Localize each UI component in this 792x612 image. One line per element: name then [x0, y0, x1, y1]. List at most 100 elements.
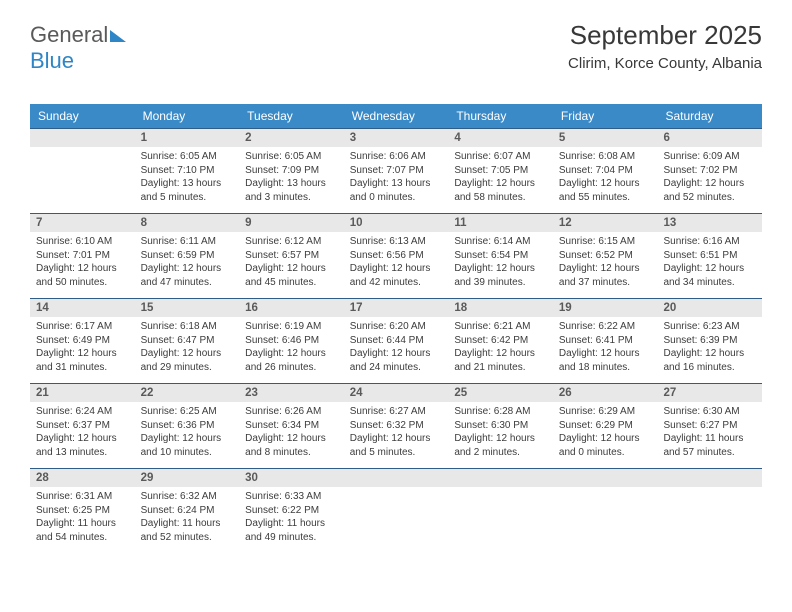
day-number — [30, 129, 135, 147]
day-line: Sunset: 6:49 PM — [36, 335, 129, 348]
day-cell: Sunrise: 6:19 AMSunset: 6:46 PMDaylight:… — [239, 317, 344, 383]
day-line: Sunset: 6:30 PM — [454, 420, 547, 433]
day-line: Sunrise: 6:33 AM — [245, 491, 338, 504]
day-line: Sunrise: 6:28 AM — [454, 406, 547, 419]
day-cell: Sunrise: 6:25 AMSunset: 6:36 PMDaylight:… — [135, 402, 240, 468]
day-number: 6 — [657, 129, 762, 147]
day-number: 7 — [30, 214, 135, 232]
day-number: 12 — [553, 214, 658, 232]
day-line: Sunrise: 6:22 AM — [559, 321, 652, 334]
day-number: 24 — [344, 384, 449, 402]
day-line: Sunset: 7:10 PM — [141, 165, 234, 178]
day-number: 8 — [135, 214, 240, 232]
day-line: Daylight: 12 hours — [245, 348, 338, 361]
day-line: Daylight: 11 hours — [141, 518, 234, 531]
day-line: and 16 minutes. — [663, 362, 756, 375]
day-number: 20 — [657, 299, 762, 317]
day-number: 11 — [448, 214, 553, 232]
day-line: Daylight: 12 hours — [559, 263, 652, 276]
day-line: and 57 minutes. — [663, 447, 756, 460]
day-line: Sunrise: 6:05 AM — [245, 151, 338, 164]
day-line: Sunrise: 6:16 AM — [663, 236, 756, 249]
day-cell: Sunrise: 6:09 AMSunset: 7:02 PMDaylight:… — [657, 147, 762, 213]
day-line: and 50 minutes. — [36, 277, 129, 290]
day-cell: Sunrise: 6:29 AMSunset: 6:29 PMDaylight:… — [553, 402, 658, 468]
day-line: Sunrise: 6:18 AM — [141, 321, 234, 334]
day-line: Sunrise: 6:26 AM — [245, 406, 338, 419]
day-line: Daylight: 12 hours — [454, 348, 547, 361]
day-line: Sunset: 7:01 PM — [36, 250, 129, 263]
day-line: Sunset: 6:54 PM — [454, 250, 547, 263]
day-line: and 58 minutes. — [454, 192, 547, 205]
day-cell — [30, 147, 135, 213]
day-line: Sunset: 6:22 PM — [245, 505, 338, 518]
day-line: and 52 minutes. — [141, 532, 234, 545]
day-header: Saturday — [657, 104, 762, 128]
day-number: 21 — [30, 384, 135, 402]
day-line: Sunrise: 6:09 AM — [663, 151, 756, 164]
day-number: 25 — [448, 384, 553, 402]
day-cell: Sunrise: 6:08 AMSunset: 7:04 PMDaylight:… — [553, 147, 658, 213]
day-number: 1 — [135, 129, 240, 147]
day-line: Sunrise: 6:15 AM — [559, 236, 652, 249]
day-line: and 0 minutes. — [559, 447, 652, 460]
day-cell: Sunrise: 6:21 AMSunset: 6:42 PMDaylight:… — [448, 317, 553, 383]
day-line: Daylight: 12 hours — [454, 178, 547, 191]
day-line: Daylight: 12 hours — [141, 263, 234, 276]
day-line: Sunset: 6:42 PM — [454, 335, 547, 348]
day-line: Sunrise: 6:08 AM — [559, 151, 652, 164]
day-cell: Sunrise: 6:24 AMSunset: 6:37 PMDaylight:… — [30, 402, 135, 468]
day-cell: Sunrise: 6:22 AMSunset: 6:41 PMDaylight:… — [553, 317, 658, 383]
day-line: Daylight: 12 hours — [663, 263, 756, 276]
day-cell: Sunrise: 6:05 AMSunset: 7:09 PMDaylight:… — [239, 147, 344, 213]
day-line: Sunrise: 6:12 AM — [245, 236, 338, 249]
day-line: Sunset: 6:51 PM — [663, 250, 756, 263]
day-line: Sunset: 6:59 PM — [141, 250, 234, 263]
day-number: 19 — [553, 299, 658, 317]
day-line: Sunrise: 6:07 AM — [454, 151, 547, 164]
day-number: 23 — [239, 384, 344, 402]
day-cell: Sunrise: 6:31 AMSunset: 6:25 PMDaylight:… — [30, 487, 135, 553]
day-line: Daylight: 12 hours — [559, 433, 652, 446]
day-line: Daylight: 11 hours — [663, 433, 756, 446]
day-line: Daylight: 13 hours — [141, 178, 234, 191]
day-line: Sunrise: 6:14 AM — [454, 236, 547, 249]
day-line: and 55 minutes. — [559, 192, 652, 205]
day-cell: Sunrise: 6:30 AMSunset: 6:27 PMDaylight:… — [657, 402, 762, 468]
day-cell: Sunrise: 6:07 AMSunset: 7:05 PMDaylight:… — [448, 147, 553, 213]
day-number: 17 — [344, 299, 449, 317]
day-number: 4 — [448, 129, 553, 147]
day-line: Daylight: 12 hours — [36, 263, 129, 276]
day-number: 9 — [239, 214, 344, 232]
day-cell: Sunrise: 6:28 AMSunset: 6:30 PMDaylight:… — [448, 402, 553, 468]
day-number: 14 — [30, 299, 135, 317]
day-line: and 2 minutes. — [454, 447, 547, 460]
day-line: Daylight: 12 hours — [36, 348, 129, 361]
title-block: September 2025 Clirim, Korce County, Alb… — [568, 20, 762, 72]
day-cell: Sunrise: 6:15 AMSunset: 6:52 PMDaylight:… — [553, 232, 658, 298]
day-line: Daylight: 12 hours — [663, 348, 756, 361]
day-line: and 45 minutes. — [245, 277, 338, 290]
day-line: and 47 minutes. — [141, 277, 234, 290]
day-line: Daylight: 13 hours — [350, 178, 443, 191]
day-line: and 5 minutes. — [141, 192, 234, 205]
day-line: and 26 minutes. — [245, 362, 338, 375]
day-cell: Sunrise: 6:26 AMSunset: 6:34 PMDaylight:… — [239, 402, 344, 468]
day-cell: Sunrise: 6:13 AMSunset: 6:56 PMDaylight:… — [344, 232, 449, 298]
day-line: Sunrise: 6:13 AM — [350, 236, 443, 249]
day-number: 30 — [239, 469, 344, 487]
day-header: Tuesday — [239, 104, 344, 128]
day-line: Sunset: 7:02 PM — [663, 165, 756, 178]
day-number: 3 — [344, 129, 449, 147]
day-line: Sunset: 6:27 PM — [663, 420, 756, 433]
day-line: Sunset: 7:04 PM — [559, 165, 652, 178]
day-cell: Sunrise: 6:17 AMSunset: 6:49 PMDaylight:… — [30, 317, 135, 383]
day-number: 16 — [239, 299, 344, 317]
day-line: Sunrise: 6:27 AM — [350, 406, 443, 419]
day-number — [344, 469, 449, 487]
day-line: Sunset: 6:44 PM — [350, 335, 443, 348]
page-title: September 2025 — [568, 20, 762, 51]
day-line: Sunset: 6:41 PM — [559, 335, 652, 348]
day-number — [553, 469, 658, 487]
logo-text-1: General — [30, 22, 108, 47]
